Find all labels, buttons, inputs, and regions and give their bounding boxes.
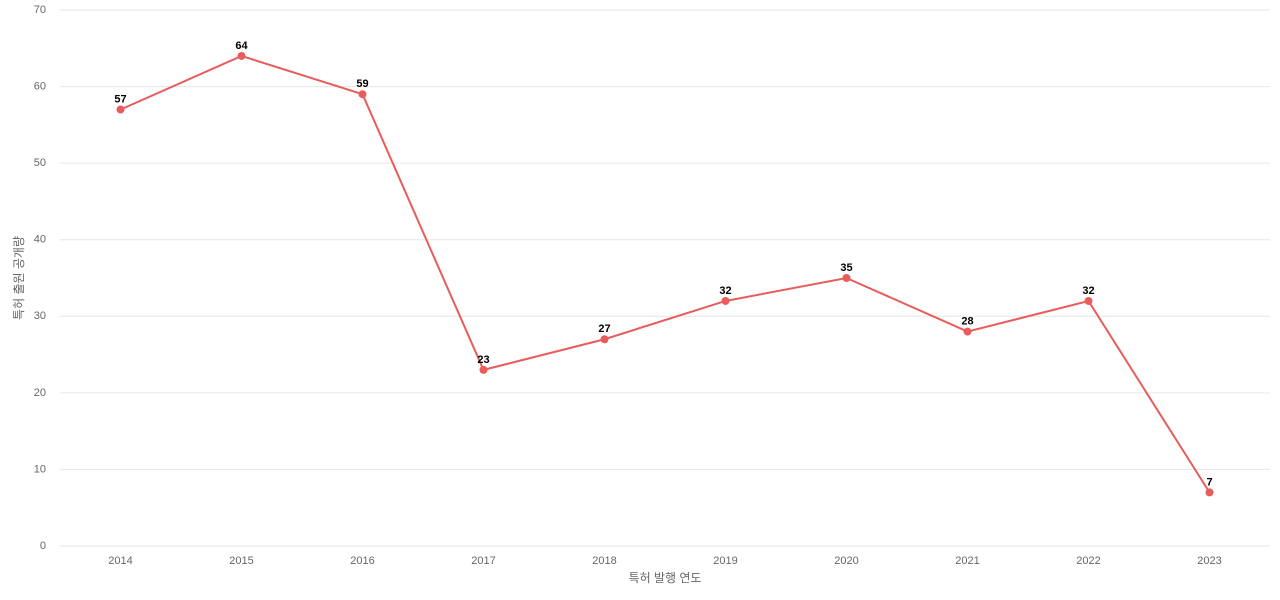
data-label: 57: [114, 93, 126, 105]
point: [721, 296, 730, 305]
data-label: 23: [477, 354, 489, 366]
data-label: 64: [235, 40, 248, 52]
y-tick-label: 70: [34, 4, 46, 16]
y-tick-label: 40: [34, 234, 46, 246]
x-tick-label: 2021: [955, 555, 979, 567]
y-tick-label: 20: [34, 387, 46, 399]
data-label: 32: [719, 285, 731, 297]
y-tick-label: 30: [34, 310, 46, 322]
point: [600, 335, 609, 344]
y-tick-label: 50: [34, 157, 46, 169]
data-label: 27: [598, 323, 610, 335]
point: [842, 274, 851, 282]
y-tick-label: 60: [34, 80, 46, 92]
y-axis-title: 특허 출원 공개량: [12, 236, 26, 320]
x-tick-label: 2018: [592, 555, 616, 567]
x-tick-label: 2015: [229, 555, 253, 567]
x-tick-label: 2017: [471, 555, 495, 567]
point: [1205, 488, 1214, 497]
point: [116, 105, 125, 114]
data-label: 35: [840, 262, 852, 274]
data-label: 32: [1082, 285, 1094, 297]
point: [479, 365, 488, 374]
point: [1084, 296, 1093, 305]
y-tick-label: 0: [40, 540, 46, 552]
x-tick-label: 2019: [713, 555, 737, 567]
y-tick-label: 10: [34, 463, 46, 475]
point: [358, 90, 367, 99]
x-tick-label: 2014: [108, 555, 132, 567]
data-label: 28: [961, 316, 973, 328]
x-tick-label: 2016: [350, 555, 374, 567]
line: [120, 54, 1211, 493]
x-axis-title: 특허 발행 연도: [629, 570, 702, 585]
x-tick-label: 2020: [834, 555, 858, 567]
x-tick-label: 2022: [1076, 555, 1100, 567]
data-label: 59: [356, 78, 368, 90]
data-label: 7: [1206, 476, 1212, 488]
x-tick-label: 2023: [1197, 555, 1221, 567]
point: [237, 51, 246, 60]
point: [963, 327, 972, 336]
